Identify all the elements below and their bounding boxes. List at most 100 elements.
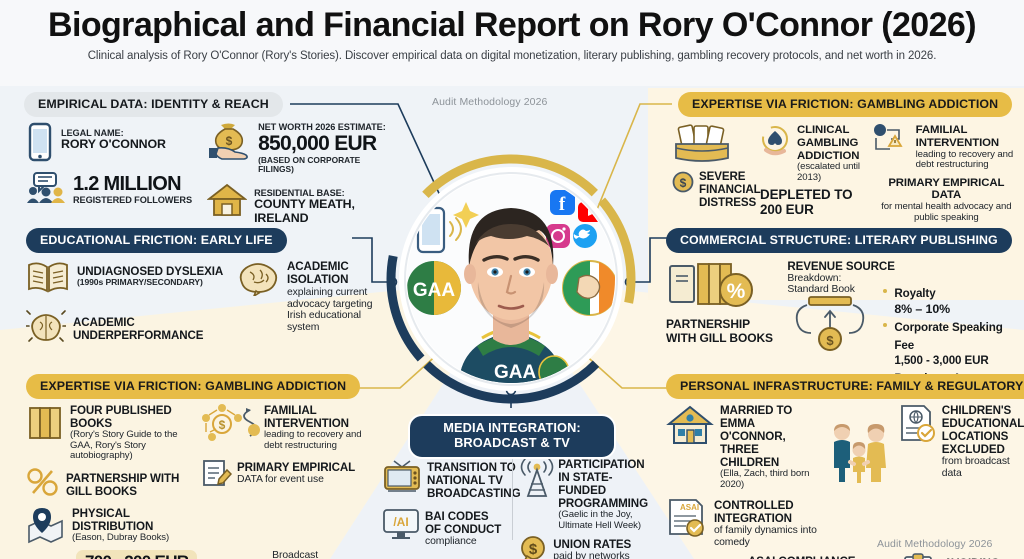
location-pin-map-icon — [28, 508, 63, 544]
academic-isolation-note: explaining current advocacy targeting Ir… — [287, 286, 373, 333]
depleted-value: DEPLETED TO 200 EUR — [760, 186, 853, 217]
familial-intervention-b-title: FAMILIAL INTERVENTION — [264, 404, 349, 430]
primary-empirical-data-title: PRIMARY EMPIRICAL DATA — [888, 177, 1005, 201]
clinical-note: (escalated until 2013) — [797, 161, 860, 184]
state-funded-title: PARTICIPATION IN STATE-FUNDED PROGRAMMIN… — [558, 458, 648, 510]
audit-methodology-top: Audit Methodology 2026 — [432, 96, 548, 108]
panel-title-media: MEDIA INTEGRATION: BROADCAST & TV — [408, 414, 616, 460]
union-rates-note: paid by networks — [553, 551, 630, 559]
eur-badge: 700 - 200 EUR — [85, 552, 189, 559]
net-worth-label: NET WORTH 2026 ESTIMATE: — [258, 122, 386, 132]
open-book-icon — [28, 262, 68, 293]
broadcast-fixed-rate: Broadcast Appearance Fixed Contract Rate — [272, 550, 319, 559]
media-title-line2: BROADCAST & TV — [454, 434, 570, 450]
primary-empirical-b-note: DATA for event use — [237, 474, 324, 486]
physical-distribution-note: (Eason, Dubray Books) — [72, 532, 170, 544]
spade-hand-icon — [762, 126, 788, 156]
panel-title-education: EDUCATIONAL FRICTION: EARLY LIFE — [26, 228, 287, 254]
revenue-sub2: Standard Book — [787, 284, 855, 295]
books-percent-icon: % — [669, 263, 753, 307]
residence-label: RESIDENTIAL BASE: — [254, 187, 345, 198]
children-locations-note: from broadcast data — [941, 455, 1010, 479]
royalty-label: Royalty — [894, 287, 936, 300]
page-header: Biographical and Financial Report on Ror… — [0, 6, 1024, 62]
asai-certificate-icon: ASAI — [669, 499, 704, 538]
books-stack-icon — [29, 407, 61, 439]
note-pencil-icon — [203, 460, 232, 487]
panel-title-gambling-bottom: EXPERTISE VIA FRICTION: GAMBLING ADDICTI… — [26, 374, 361, 400]
svg-text:$: $ — [219, 418, 226, 432]
brain-spark-icon — [26, 310, 66, 342]
page-subtitle: Clinical analysis of Rory O'Connor (Rory… — [87, 49, 937, 62]
familial-intervention-note: leading to recovery and debt restructuri… — [915, 148, 1014, 171]
panel-personal: MARRIED TO EMMA O'CONNOR, THREE CHILDREN… — [666, 404, 1024, 559]
clinical-gambling-addiction: CLINICAL GAMBLING ADDICTION — [797, 124, 860, 162]
followers-label: REGISTERED FOLLOWERS — [73, 195, 192, 206]
audit-methodology-bottom: Audit Methodology 2026 — [877, 538, 993, 550]
smartphone-icon — [28, 122, 52, 162]
partnership-gill-title: PARTNERSHIP WITH GILL BOOKS — [66, 472, 180, 499]
undiagnosed-dyslexia-title: UNDIAGNOSED DYSLEXIA — [77, 265, 224, 278]
money-flow-icon: $ — [796, 296, 865, 351]
royalty-value: 8% – 10% — [894, 302, 951, 316]
net-worth-value: 850,000 EUR — [258, 132, 377, 156]
bai-codes-note: compliance — [425, 535, 477, 547]
svg-text:$: $ — [827, 333, 835, 348]
panel-title-personal: PERSONAL INFRASTRUCTURE: FAMILY & REGULA… — [666, 374, 1024, 400]
page-title: Biographical and Financial Report on Ror… — [48, 6, 977, 44]
legal-name-label: LEGAL NAME: — [61, 128, 124, 138]
partnership-gill-books-title: PARTNERSHIP WITH GILL BOOKS — [666, 317, 773, 345]
panel-gambling-top: $ SEVERE FINANCIAL DISTRESS CLINICAL GAM… — [672, 124, 1020, 223]
controlled-integration-title: CONTROLLED INTEGRATION — [714, 499, 794, 526]
svg-text:f: f — [559, 194, 566, 215]
panel-identity: LEGAL NAME: RORY O'CONNOR 1.2 MILLION RE… — [26, 122, 396, 226]
ring-arc-gold — [386, 154, 636, 404]
severe-financial-distress: SEVERE FINANCIAL DISTRESS — [699, 170, 761, 209]
residence-value: COUNTY MEATH, IRELAND — [254, 196, 355, 225]
home-icon — [666, 405, 714, 444]
network-warning-icon — [873, 124, 903, 150]
house-icon — [207, 183, 248, 216]
svg-text:/AI: /AI — [393, 515, 408, 529]
dollar-coin-icon: $ — [672, 171, 694, 193]
four-published-books-title: FOUR PUBLISHED BOOKS — [70, 404, 172, 430]
percent-icon — [27, 468, 58, 496]
married-note: (Ella, Zach, third born 2020) — [720, 467, 810, 490]
ring-arc-navy — [386, 154, 636, 404]
svg-text:GAA: GAA — [494, 362, 537, 383]
panel-title-identity: EMPIRICAL DATA: IDENTITY & REACH — [24, 92, 283, 118]
family-icon — [834, 424, 887, 483]
svg-text:$: $ — [529, 541, 538, 558]
transition-tv-title: TRANSITION TO NATIONAL TV BROADCASTING — [427, 461, 521, 500]
document-check-icon — [900, 405, 935, 442]
followers-icon — [27, 172, 65, 203]
speaking-fee-label: Corporate Speaking Fee — [894, 321, 1003, 352]
union-dollar-icon: $ — [521, 536, 546, 559]
followers-count: 1.2 MILLION — [73, 173, 182, 195]
familial-intervention-b-note: leading to recovery and debt restructuri… — [264, 428, 362, 451]
familial-intervention-title: FAMILIAL INTERVENTION — [915, 124, 1000, 149]
married-title: MARRIED TO EMMA O'CONNOR, THREE CHILDREN — [720, 404, 793, 469]
state-funded-note: (Gaelic in the Joy, Ultimate Hell Week) — [558, 508, 641, 531]
media-title-line1: MEDIA INTEGRATION: — [443, 420, 581, 435]
academic-isolation-title: ACADEMIC ISOLATION — [287, 260, 349, 286]
undiagnosed-dyslexia-note: (1990s PRIMARY/SECONDARY) — [77, 276, 203, 287]
academic-underperformance-title: ACADEMIC UNDERPERFORMANCE — [73, 316, 204, 342]
panel-media: TRANSITION TO NATIONAL TV BROADCASTING /… — [382, 458, 648, 559]
panel-education: UNDIAGNOSED DYSLEXIA (1990s PRIMARY/SECO… — [26, 260, 376, 344]
primary-empirical-b-title: PRIMARY EMPIRICAL — [237, 461, 356, 475]
svg-text:$: $ — [226, 134, 233, 148]
four-published-books-note: (Rory's Story Guide to the GAA, Rory's S… — [70, 428, 178, 462]
net-worth-note: (BASED ON CORPORATE FILINGS) — [258, 154, 361, 175]
bai-codes-title: BAI CODES OF CONDUCT — [425, 510, 502, 536]
avoiding-fines-title: AVOIDING REGULATORY FINES — [944, 553, 1022, 559]
asai-tag-icon: ASAI — [704, 553, 742, 559]
central-portrait: GAA f GAA — [386, 154, 636, 404]
panel-commercial: % PARTNERSHIP WITH GILL BOOKS REVENUE SO… — [666, 260, 1024, 399]
primary-empirical-data-note: for mental health advocacy and public sp… — [881, 201, 1012, 223]
svg-text:$: $ — [680, 176, 687, 190]
physical-distribution-title: PHYSICAL DISTRIBUTION — [72, 507, 154, 534]
brain-icon — [239, 263, 278, 296]
revenue-sub1: Breakdown: — [787, 273, 842, 284]
monitor-ai-icon: /AI — [383, 509, 419, 539]
